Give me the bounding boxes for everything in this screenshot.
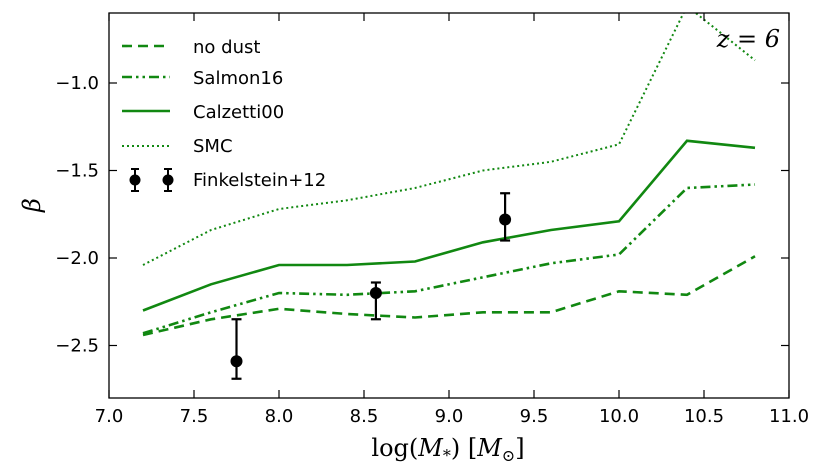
y-axis-label: β xyxy=(18,198,46,213)
legend: no dust Salmon16 Calzetti00 SMC Finkelst… xyxy=(122,37,326,192)
x-tick-label: 9.5 xyxy=(520,406,549,427)
series-line-salmon16 xyxy=(142,183,756,335)
y-tick-label: −1.0 xyxy=(55,73,99,94)
finkelstein-point-3 xyxy=(499,213,512,226)
legend-point-marker-1 xyxy=(129,174,141,186)
y-tick-label: −2.5 xyxy=(55,336,99,357)
x-tick-label: 10.0 xyxy=(599,406,639,427)
finkelstein-points-layer xyxy=(230,192,512,380)
legend-label-smc: SMC xyxy=(193,136,233,157)
x-tick-label: 7.0 xyxy=(95,406,124,427)
y-tick-label: −2.0 xyxy=(55,248,99,269)
axis-ticks: 7.0 7.5 8.0 8.5 9.0 9.5 10.0 10.5 11.0 −2.5 −2.0 −1… xyxy=(55,13,809,427)
series-line-no-dust xyxy=(142,255,756,337)
legend-samples xyxy=(122,44,174,192)
legend-label-calzetti00: Calzetti00 xyxy=(193,102,284,123)
x-tick-label: 8.5 xyxy=(350,406,379,427)
y-tick-label: −1.5 xyxy=(55,161,99,182)
redshift-annotation: z = 6 xyxy=(716,25,780,53)
x-tick-label: 7.5 xyxy=(180,406,209,427)
legend-label-finkelstein: Finkelstein+12 xyxy=(193,170,326,191)
x-axis-label: log(M*) [M⊙] xyxy=(371,434,524,465)
legend-label-salmon16: Salmon16 xyxy=(193,68,283,89)
x-tick-label: 8.0 xyxy=(265,406,294,427)
x-tick-label: 9.0 xyxy=(435,406,464,427)
finkelstein-point-1 xyxy=(230,355,243,368)
legend-label-no-dust: no dust xyxy=(193,37,260,58)
legend-point-marker-2 xyxy=(162,174,174,186)
x-tick-label: 11.0 xyxy=(769,406,809,427)
x-tick-label: 10.5 xyxy=(684,406,724,427)
series-line-calzetti00 xyxy=(142,139,756,312)
series-line-smc xyxy=(142,13,756,266)
finkelstein-point-2 xyxy=(369,287,382,299)
series-layer xyxy=(142,13,756,337)
